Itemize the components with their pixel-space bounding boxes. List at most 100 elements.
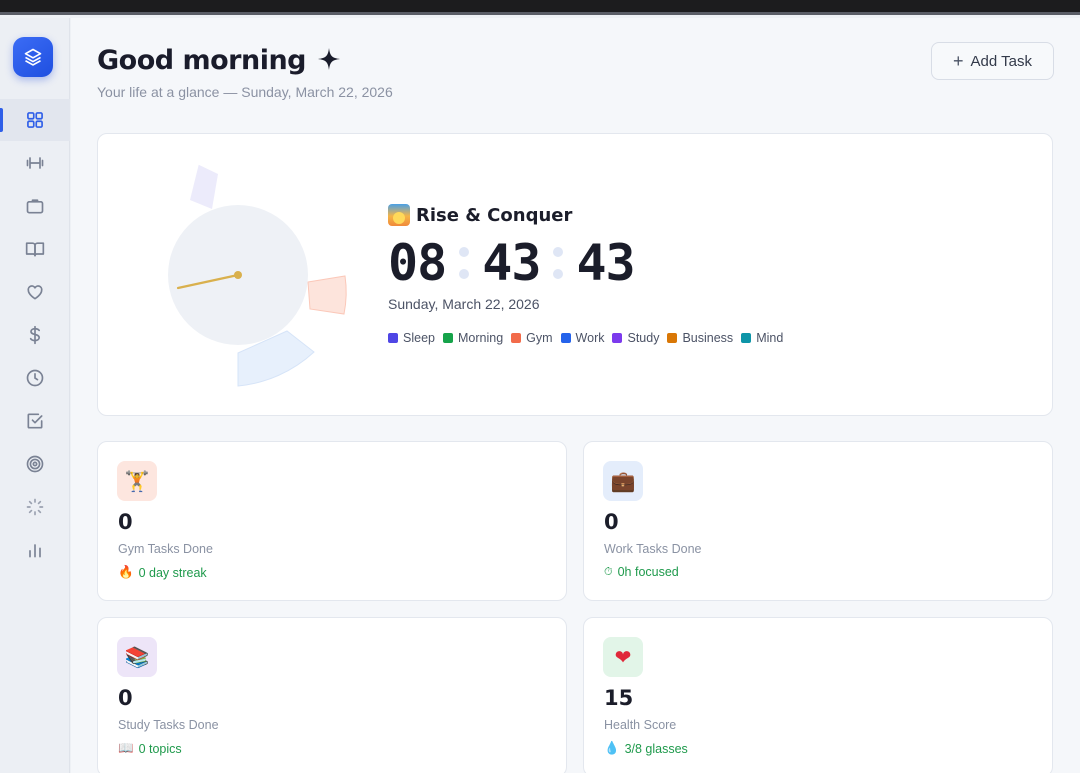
legend-label: Business: [682, 331, 734, 345]
dollar-icon: [29, 325, 41, 345]
clock-hours: 08: [388, 234, 447, 292]
sidebar-item-analytics[interactable]: [0, 529, 70, 571]
day-schedule-clock: [168, 164, 347, 387]
droplet-icon: 💧: [604, 741, 620, 755]
plus-icon: +: [953, 51, 964, 71]
stat-detail-text: 0h focused: [617, 565, 679, 579]
legend-label: Work: [575, 331, 605, 345]
stat-detail-text: 0 day streak: [138, 565, 207, 580]
sparkle-icon: [317, 48, 340, 70]
sidebar-item-mind[interactable]: [0, 486, 70, 528]
dumbbell-icon: [26, 157, 44, 169]
legend-swatch: [388, 333, 398, 343]
add-task-label: Add Task: [970, 52, 1032, 70]
stat-card-work[interactable]: 💼 0 Work Tasks Done ⏱ 0h focused: [583, 441, 1053, 601]
target-icon: [26, 455, 44, 473]
legend-item-gym: Gym: [511, 331, 553, 345]
heart-icon: [27, 285, 43, 300]
digital-clock: 08 43 43: [388, 234, 636, 292]
sidebar-item-work[interactable]: [0, 185, 70, 227]
briefcase-icon: 💼: [603, 461, 643, 501]
gym-segment: [307, 275, 347, 315]
stat-card-study[interactable]: 📚 0 Study Tasks Done 📖 0 topics: [97, 617, 567, 773]
books-icon: 📚: [117, 637, 157, 677]
book-icon: [25, 242, 45, 257]
open-book-icon: 📖: [118, 741, 134, 755]
daily-clock-card: Rise & Conquer 08 43 43 Sunday, March 22…: [97, 133, 1053, 416]
legend-swatch: [442, 333, 453, 343]
sidebar-item-schedule[interactable]: [0, 357, 70, 399]
bar-chart-icon: [29, 544, 41, 558]
sidebar-item-finance[interactable]: [0, 314, 70, 356]
legend-item-sleep: Sleep: [388, 331, 435, 345]
sidebar: [0, 18, 70, 773]
legend-label: Morning: [457, 331, 504, 345]
page-subtitle: Your life at a glance — Sunday, March 22…: [97, 84, 393, 100]
stat-detail-text: 0 topics: [138, 741, 182, 756]
stat-value: 0: [118, 510, 133, 534]
layers-icon: [24, 48, 42, 66]
page-title: Good morning: [97, 45, 341, 76]
loader-icon: [26, 498, 44, 516]
sidebar-item-study[interactable]: [0, 228, 70, 270]
briefcase-icon: [26, 199, 44, 214]
stat-detail: 💧 3/8 glasses: [604, 741, 688, 756]
legend-item-morning: Morning: [442, 331, 504, 345]
stat-label: Study Tasks Done: [118, 718, 219, 732]
stat-label: Health Score: [604, 718, 677, 732]
sunrise-icon: [388, 204, 410, 226]
legend-swatch: [741, 333, 752, 343]
legend-label: Sleep: [403, 331, 435, 345]
legend-swatch: [612, 333, 623, 343]
clock-center: [234, 271, 242, 279]
legend-swatch: [560, 333, 571, 343]
stat-label: Work Tasks Done: [604, 542, 702, 556]
dashboard-grid-icon: [27, 112, 43, 128]
weightlifter-icon: 🏋: [117, 461, 157, 501]
legend-swatch: [667, 333, 678, 343]
greeting-text: Good morning: [97, 45, 307, 76]
stat-value: 15: [604, 686, 634, 710]
stat-card-gym[interactable]: 🏋 0 Gym Tasks Done 🔥 0 day streak: [97, 441, 567, 601]
stat-label: Gym Tasks Done: [118, 542, 213, 556]
work-segment: [237, 330, 315, 387]
fire-icon: 🔥: [118, 565, 134, 579]
phase-title-text: Rise & Conquer: [416, 204, 573, 226]
sleep-segment: [190, 164, 218, 209]
stat-value: 0: [118, 686, 133, 710]
legend-item-business: Business: [667, 331, 733, 345]
clock-separator: [446, 238, 482, 288]
checkbox-icon: [27, 413, 43, 429]
add-task-button[interactable]: + Add Task: [931, 42, 1054, 80]
phase-title: Rise & Conquer: [388, 204, 572, 226]
stat-detail: ⏱ 0h focused: [604, 565, 679, 579]
clock-seconds: 43: [576, 234, 635, 292]
stat-detail: 📖 0 topics: [118, 741, 182, 756]
stat-detail: 🔥 0 day streak: [118, 565, 207, 580]
sidebar-item-dashboard[interactable]: [0, 99, 70, 141]
sidebar-item-gym[interactable]: [0, 142, 70, 184]
heart-icon: ❤: [603, 637, 643, 677]
stat-card-health[interactable]: ❤ 15 Health Score 💧 3/8 glasses: [583, 617, 1053, 773]
legend-item-work: Work: [560, 331, 605, 345]
clock-hand: [176, 273, 240, 290]
stat-value: 0: [604, 510, 619, 534]
legend-label: Mind: [756, 331, 784, 345]
clock-minutes: 43: [482, 234, 541, 292]
clock-date: Sunday, March 22, 2026: [388, 296, 540, 312]
stat-detail-text: 3/8 glasses: [624, 741, 688, 756]
stopwatch-icon: ⏱: [604, 565, 613, 578]
app-logo[interactable]: [13, 37, 53, 77]
sidebar-item-tasks[interactable]: [0, 400, 70, 442]
legend-item-study: Study: [612, 331, 659, 345]
legend-item-mind: Mind: [741, 331, 783, 345]
sidebar-item-goals[interactable]: [0, 443, 70, 485]
legend-label: Gym: [526, 331, 553, 345]
legend-swatch: [511, 333, 522, 343]
legend-label: Study: [627, 331, 660, 345]
sidebar-item-health[interactable]: [0, 271, 70, 313]
schedule-legend: Sleep Morning Gym Work Study Business Mi…: [388, 331, 783, 345]
clock-separator: [540, 238, 576, 288]
window-top-bar: [0, 0, 1080, 15]
main-content: Good morning Your life at a glance — Sun…: [71, 18, 1080, 773]
